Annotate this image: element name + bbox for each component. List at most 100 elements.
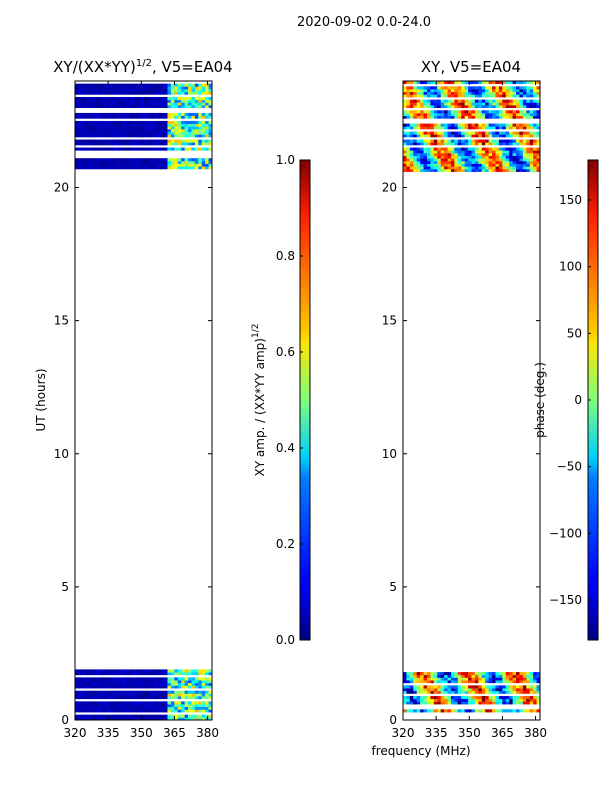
heatmap-cell <box>140 142 144 146</box>
heatmap-cell <box>105 91 110 95</box>
heatmap-cell <box>129 104 134 109</box>
heatmap-cell <box>143 99 148 103</box>
heatmap-cell <box>536 102 540 106</box>
heatmap-cell <box>409 86 414 90</box>
heatmap-cell <box>167 701 172 705</box>
heatmap-cell <box>92 163 96 167</box>
heatmap-cell <box>433 88 438 93</box>
heatmap-cell <box>468 160 472 164</box>
heatmap-cell <box>92 99 96 103</box>
heatmap-cell <box>157 112 162 117</box>
heatmap-cell <box>205 166 209 170</box>
heatmap-cell <box>153 163 158 167</box>
heatmap-cell <box>109 96 114 101</box>
heatmap-cell <box>194 685 199 689</box>
heatmap-cell <box>102 714 107 718</box>
heatmap-cell <box>413 147 418 151</box>
heatmap-cell <box>105 701 110 705</box>
heatmap-cell <box>420 81 424 85</box>
heatmap-cell <box>430 680 435 684</box>
heatmap-cell <box>498 81 503 85</box>
heatmap-cell <box>454 102 459 106</box>
heatmap-cell <box>191 99 196 103</box>
heatmap-cell <box>478 123 483 127</box>
heatmap-cell <box>403 115 407 119</box>
heatmap-cell <box>160 701 165 705</box>
heatmap-cell <box>505 123 510 127</box>
heatmap-cell <box>191 83 196 87</box>
heatmap-cell <box>516 698 520 702</box>
heatmap-cell <box>194 86 199 90</box>
heatmap-cell <box>157 669 162 673</box>
heatmap-cell <box>105 163 110 167</box>
heatmap-cell <box>205 693 209 697</box>
heatmap-cell <box>164 704 168 708</box>
heatmap-cell <box>478 139 483 143</box>
heatmap-cell <box>430 696 435 700</box>
heatmap-cell <box>160 88 165 93</box>
heatmap-cell <box>95 112 100 117</box>
heatmap-cell <box>519 104 524 109</box>
heatmap-cell <box>509 102 513 106</box>
y-tick-label: 20 <box>382 181 397 195</box>
heatmap-cell <box>184 669 189 673</box>
heatmap-cell <box>444 131 448 135</box>
heatmap-cell <box>88 131 93 135</box>
heatmap-cell <box>403 134 407 138</box>
heatmap-cell <box>488 685 493 689</box>
heatmap-cell <box>409 139 414 143</box>
heatmap-cell <box>181 677 185 681</box>
heatmap-cell <box>164 709 168 713</box>
heatmap-cell <box>191 669 196 673</box>
heatmap-cell <box>474 126 479 130</box>
heatmap-cell <box>95 147 100 151</box>
heatmap-cell <box>129 131 134 135</box>
heatmap-cell <box>447 160 452 164</box>
heatmap-cell <box>208 690 212 694</box>
heatmap-cell <box>423 163 428 167</box>
heatmap-cell <box>409 166 414 170</box>
heatmap-cell <box>170 120 175 124</box>
heatmap-cell <box>194 717 199 720</box>
heatmap-cell <box>423 134 428 138</box>
heatmap-cell <box>505 139 510 143</box>
heatmap-cell <box>529 674 534 678</box>
heatmap-cell <box>498 163 503 167</box>
heatmap-cell <box>81 139 86 143</box>
heatmap-cell <box>136 123 141 127</box>
heatmap-cell <box>413 123 418 127</box>
heatmap-cell <box>492 115 496 119</box>
heatmap-cell <box>116 102 120 106</box>
heatmap-cell <box>433 110 438 114</box>
heatmap-cell <box>153 123 158 127</box>
heatmap-cell <box>170 158 175 162</box>
heatmap-cell <box>519 115 524 119</box>
heatmap-cell <box>112 102 117 106</box>
heatmap-cell <box>509 86 513 90</box>
heatmap-cell <box>468 166 472 170</box>
heatmap-cell <box>471 139 476 143</box>
heatmap-cell <box>129 717 134 720</box>
heatmap-cell <box>516 677 520 681</box>
heatmap-cell <box>136 696 141 700</box>
heatmap-cell <box>133 717 138 720</box>
heatmap-cell <box>78 714 83 718</box>
heatmap-cell <box>409 104 414 109</box>
heatmap-cell <box>208 131 212 135</box>
heatmap-cell <box>505 104 510 109</box>
heatmap-cell <box>416 88 421 93</box>
heatmap-cell <box>485 104 490 109</box>
heatmap-cell <box>454 674 459 678</box>
heatmap-cell <box>174 160 179 164</box>
heatmap-cell <box>150 134 155 138</box>
heatmap-cell <box>454 142 459 146</box>
heatmap-cell <box>102 704 107 708</box>
heatmap-cell <box>177 709 182 713</box>
heatmap-cell <box>403 685 407 689</box>
heatmap-cell <box>102 120 107 124</box>
heatmap-cell <box>92 83 96 87</box>
heatmap-cell <box>112 139 117 143</box>
heatmap-cell <box>112 147 117 151</box>
heatmap-cell <box>201 709 206 713</box>
heatmap-cell <box>505 709 510 713</box>
